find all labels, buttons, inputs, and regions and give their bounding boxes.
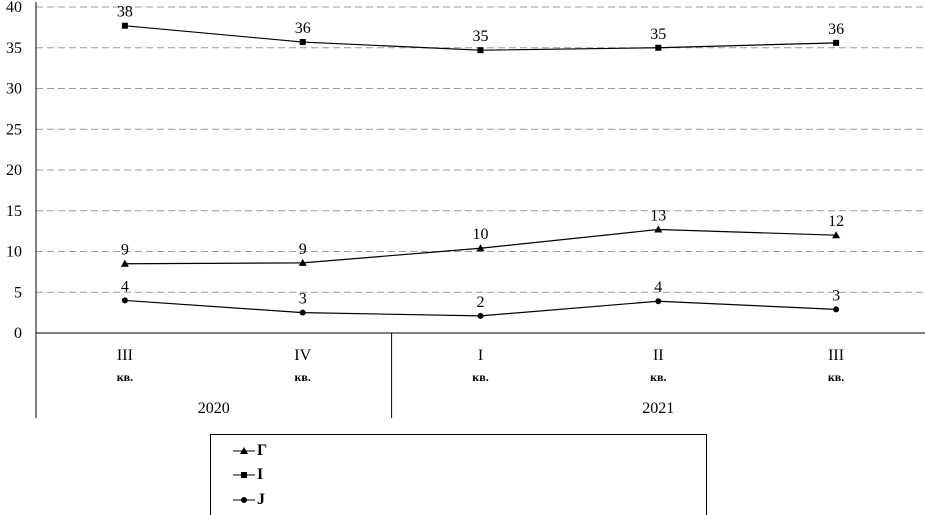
data-label: 4 <box>654 279 662 296</box>
x-year-label: 2021 <box>642 400 674 417</box>
data-point-circle <box>299 309 306 316</box>
legend-label-triangle-series: Г <box>257 442 268 459</box>
data-point-circle <box>477 312 484 319</box>
data-label: 9 <box>299 241 307 258</box>
data-label: 10 <box>473 226 489 243</box>
y-tick-labels: 0 5 10 15 20 25 30 35 40 <box>6 0 22 342</box>
legend-square-marker-icon <box>233 472 255 478</box>
gridlines <box>36 6 925 293</box>
x-category-sublabel: кв. <box>828 370 844 384</box>
x-category-labels: III кв. IV кв. Iкв. II кв. III кв. 2020 2021 <box>117 347 845 417</box>
data-point-square <box>655 44 662 51</box>
data-point-circle <box>655 298 662 305</box>
data-label: 4 <box>121 278 129 295</box>
legend-item-square-series: I <box>233 465 263 485</box>
data-label: 3 <box>299 291 307 308</box>
data-label: 13 <box>650 207 666 224</box>
x-category-sublabel: кв. <box>294 370 310 384</box>
axes <box>35 2 925 418</box>
series-lines <box>120 22 841 319</box>
y-tick-label: 20 <box>6 162 22 179</box>
y-tick-label: 40 <box>6 0 22 16</box>
x-category-sublabel: кв. <box>117 370 133 384</box>
y-tick-label: 10 <box>6 244 22 261</box>
data-point-square <box>299 39 306 46</box>
legend-triangle-marker-icon <box>233 447 255 454</box>
legend-item-circle-series: Ј <box>233 490 265 510</box>
y-tick-label: 30 <box>6 81 22 98</box>
data-point-square <box>477 47 484 54</box>
legend: Г I Ј <box>210 434 707 515</box>
y-tick-label: 0 <box>14 325 22 342</box>
data-label: 36 <box>828 21 844 38</box>
x-category-label: III <box>828 347 844 364</box>
x-year-label: 2020 <box>198 400 230 417</box>
data-point-triangle <box>476 244 485 252</box>
data-point-triangle <box>832 231 841 239</box>
data-label: 12 <box>828 213 844 230</box>
data-point-triangle <box>298 258 307 266</box>
legend-label-square-series: I <box>257 466 264 483</box>
data-point-square <box>121 22 128 29</box>
data-label: 35 <box>473 28 489 45</box>
data-label: 36 <box>295 20 311 37</box>
data-point-triangle <box>120 259 129 267</box>
x-category-label: II <box>653 347 664 364</box>
x-category-label: III <box>117 347 133 364</box>
x-category-sublabel: кв. <box>650 370 666 384</box>
data-labels: 38 36 35 35 36 9 9 10 13 12 4 3 2 4 3 <box>117 4 844 311</box>
y-tick-label: 25 <box>6 121 22 138</box>
data-label: 38 <box>117 4 133 21</box>
x-category-label: IV <box>294 347 311 364</box>
y-tick-label: 15 <box>6 203 22 220</box>
x-category-sublabel: кв. <box>472 370 488 384</box>
y-tick-label: 5 <box>14 284 22 301</box>
data-point-circle <box>833 306 840 313</box>
legend-circle-marker-icon <box>233 497 255 503</box>
y-tick-label: 35 <box>6 40 22 57</box>
data-label: 35 <box>650 26 666 43</box>
data-label: 2 <box>477 294 485 311</box>
legend-label-circle-series: Ј <box>257 491 265 508</box>
data-point-triangle <box>654 225 663 233</box>
data-label: 9 <box>121 242 129 259</box>
data-label: 3 <box>832 287 840 304</box>
x-category-label: I <box>478 347 483 364</box>
data-point-circle <box>121 297 128 304</box>
data-point-square <box>833 39 840 46</box>
legend-item-triangle-series: Г <box>233 441 267 461</box>
